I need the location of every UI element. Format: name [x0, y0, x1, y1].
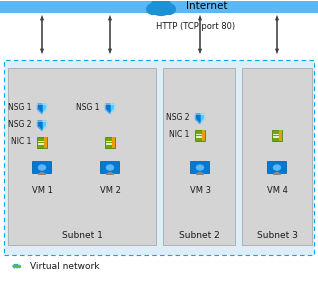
Text: NSG 2: NSG 2	[8, 120, 31, 129]
FancyBboxPatch shape	[38, 173, 46, 175]
FancyBboxPatch shape	[242, 68, 312, 245]
FancyBboxPatch shape	[272, 130, 282, 141]
Polygon shape	[38, 121, 46, 130]
Polygon shape	[196, 114, 200, 123]
Ellipse shape	[106, 164, 114, 171]
Text: Subnet 3: Subnet 3	[257, 231, 297, 240]
Polygon shape	[38, 104, 42, 113]
FancyBboxPatch shape	[108, 172, 112, 173]
Ellipse shape	[162, 3, 176, 15]
Text: VM 1: VM 1	[31, 186, 52, 195]
Polygon shape	[38, 104, 46, 113]
FancyBboxPatch shape	[267, 162, 287, 173]
FancyBboxPatch shape	[279, 130, 282, 141]
FancyBboxPatch shape	[163, 68, 235, 245]
Ellipse shape	[196, 164, 204, 171]
Text: Subnet 1: Subnet 1	[62, 231, 102, 240]
FancyBboxPatch shape	[190, 162, 210, 173]
FancyBboxPatch shape	[273, 173, 281, 175]
FancyBboxPatch shape	[112, 137, 115, 148]
FancyBboxPatch shape	[195, 130, 205, 141]
Text: Internet: Internet	[186, 1, 228, 11]
Polygon shape	[196, 114, 204, 123]
Polygon shape	[106, 104, 114, 113]
FancyBboxPatch shape	[37, 137, 47, 148]
FancyBboxPatch shape	[198, 172, 202, 173]
Text: NSG 1: NSG 1	[8, 103, 31, 112]
Text: NSG 1: NSG 1	[75, 103, 99, 112]
FancyBboxPatch shape	[202, 130, 205, 141]
FancyBboxPatch shape	[196, 173, 204, 175]
Polygon shape	[106, 104, 110, 113]
Ellipse shape	[38, 164, 46, 171]
Ellipse shape	[273, 164, 281, 171]
Text: VM 4: VM 4	[266, 186, 287, 195]
FancyBboxPatch shape	[32, 162, 52, 173]
FancyBboxPatch shape	[106, 173, 114, 175]
FancyBboxPatch shape	[105, 137, 115, 148]
Ellipse shape	[150, 0, 172, 14]
FancyBboxPatch shape	[40, 172, 44, 173]
Text: NIC 1: NIC 1	[169, 130, 189, 139]
Text: VM 2: VM 2	[100, 186, 121, 195]
Text: HTTP (TCP port 80): HTTP (TCP port 80)	[156, 22, 236, 31]
Ellipse shape	[152, 6, 170, 16]
Ellipse shape	[146, 3, 160, 15]
Text: Subnet 2: Subnet 2	[179, 231, 219, 240]
Text: NIC 1: NIC 1	[10, 137, 31, 146]
FancyBboxPatch shape	[8, 68, 156, 245]
Text: VM 3: VM 3	[190, 186, 211, 195]
FancyBboxPatch shape	[275, 172, 279, 173]
FancyBboxPatch shape	[4, 60, 314, 255]
Text: NSG 2: NSG 2	[165, 113, 189, 122]
FancyBboxPatch shape	[0, 1, 318, 13]
FancyBboxPatch shape	[100, 162, 120, 173]
Polygon shape	[38, 121, 42, 130]
Text: Virtual network: Virtual network	[30, 261, 100, 271]
FancyBboxPatch shape	[44, 137, 47, 148]
